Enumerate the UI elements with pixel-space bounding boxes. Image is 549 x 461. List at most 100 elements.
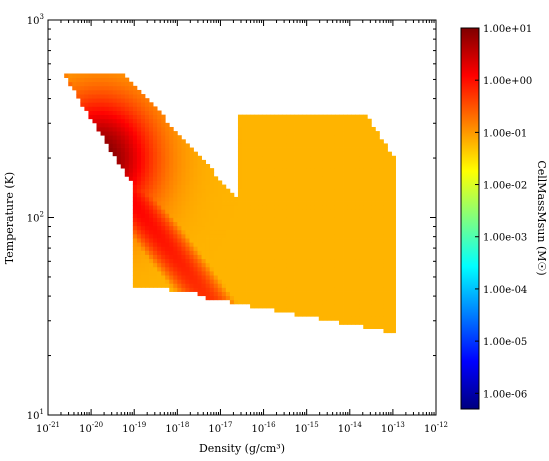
heatmap-cell [318,233,324,239]
heatmap-cell [322,258,328,264]
heatmap-cell [343,258,348,264]
heatmap-cell [298,118,304,124]
heatmap-cell [298,205,304,210]
heatmap-cell [173,258,178,264]
heatmap-cell [221,225,227,231]
heatmap-cell [120,77,126,83]
heatmap-cell [318,180,324,185]
heatmap-cell [371,131,376,136]
heatmap-cell [310,122,316,128]
heatmap-cell [161,131,166,136]
heatmap-cell [383,164,388,169]
heatmap-cell [128,168,134,173]
heatmap-cell [310,217,316,223]
heatmap-cell [165,262,170,268]
heatmap-cell [120,102,126,107]
heatmap-cell [149,270,154,276]
heatmap-cell [205,184,211,190]
heatmap-cell [330,287,336,292]
heatmap-cell [302,180,308,185]
heatmap-cell [306,135,312,140]
heatmap-cell [266,266,271,272]
heatmap-cell [274,126,279,132]
heatmap-cell [209,229,215,235]
heatmap-cell [205,283,211,288]
heatmap-cell [237,131,243,136]
heatmap-cell [157,172,162,177]
heatmap-cell [246,188,251,194]
heatmap-cell [343,114,348,120]
heatmap-cell [375,192,380,198]
heatmap-cell [379,303,384,309]
heatmap-cell [334,139,340,144]
heatmap-cell [278,192,283,198]
heatmap-cell [173,201,178,206]
heatmap-cell [326,209,332,214]
heatmap-cell [330,188,336,194]
heatmap-cell [339,250,344,255]
heatmap-cell [136,279,142,284]
heatmap-cell [355,254,360,260]
heatmap-cell [116,73,122,78]
heatmap-cell [278,258,283,264]
heatmap-cell [294,188,299,194]
heatmap-cell [363,258,368,264]
heatmap-cell [347,238,352,243]
heatmap-cell [326,164,332,169]
heatmap-cell [100,98,105,103]
heatmap-cell [383,176,388,181]
heatmap-cell [355,266,360,272]
heatmap-cell [282,126,287,132]
heatmap-cell [306,238,312,243]
heatmap-cell [347,266,352,272]
heatmap-cell [326,254,332,260]
heatmap-cell [290,213,295,218]
heatmap-cell [379,238,384,243]
heatmap-cell [318,291,324,297]
heatmap-cell [387,209,392,214]
heatmap-cell [213,225,219,231]
heatmap-cell [140,221,146,227]
heatmap-cell [116,102,122,107]
heatmap-cell [68,81,73,87]
heatmap-cell [347,246,352,251]
heatmap-cell [290,188,295,194]
heatmap-cell [298,303,304,309]
heatmap-cell [383,196,388,202]
heatmap-cell [258,225,263,231]
heatmap-cell [124,126,130,132]
heatmap-cell [326,225,332,231]
heatmap-cell [334,126,340,132]
heatmap-cell [351,139,356,144]
heatmap-cell [318,258,324,264]
heatmap-cell [339,242,344,247]
heatmap-cell [274,188,279,194]
heatmap-cell [387,295,392,301]
heatmap-cell [153,250,158,255]
heatmap-cell [262,270,267,276]
heatmap-cell [266,254,271,260]
heatmap-cell [286,209,291,214]
heatmap-cell [383,159,388,165]
heatmap-cell [254,205,259,210]
heatmap-cell [379,233,384,239]
heatmap-cell [132,279,138,284]
heatmap-cell [270,196,275,202]
heatmap-cell [355,147,360,153]
heatmap-cell [120,73,126,78]
heatmap-cell [282,172,287,177]
heatmap-cell [100,126,105,132]
heatmap-cell [128,106,134,111]
heatmap-cell [250,172,255,177]
heatmap-cell [120,89,126,95]
heatmap-cell [383,283,388,288]
heatmap-cell [363,275,368,280]
heatmap-cell [165,225,170,231]
heatmap-cell [318,192,324,198]
heatmap-cell [367,188,372,194]
heatmap-cell [339,320,344,325]
heatmap-cell [347,308,352,313]
heatmap-cell [116,110,122,116]
heatmap-cell [351,262,356,268]
heatmap-cell [383,324,388,329]
